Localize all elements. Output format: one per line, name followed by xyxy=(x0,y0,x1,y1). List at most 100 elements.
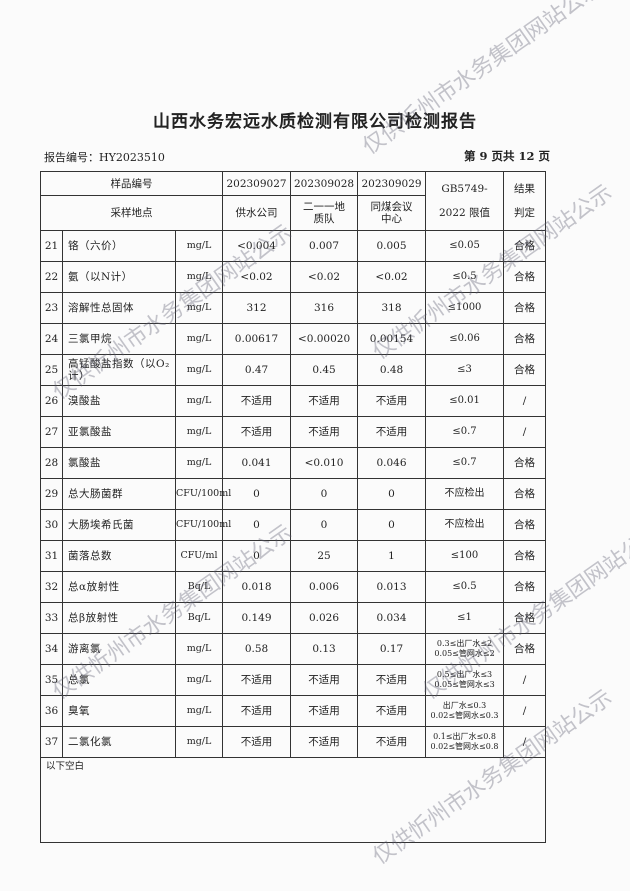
item-result: 合格 xyxy=(503,633,547,665)
item-value: <0.010 xyxy=(290,447,359,479)
item-name: 菌落总数 xyxy=(62,540,176,572)
standard-line2: 0.02≤管网水≤0.3 xyxy=(430,711,499,720)
site: 同煤会议中心 xyxy=(357,195,427,231)
item-value: 0.006 xyxy=(290,571,359,603)
item-standard: ≤0.01 xyxy=(425,385,505,417)
item-standard: 0.1≤出厂水≤0.8 0.02≤管网水≤0.8 xyxy=(425,726,505,758)
item-unit: mg/L xyxy=(174,385,224,417)
sample-no: 202309028 xyxy=(290,171,359,196)
table-row: 30 大肠埃希氏菌 CFU/100ml 0 0 0 不应检出 合格 xyxy=(40,509,547,541)
item-unit: CFU/ml xyxy=(174,540,224,572)
item-name: 臭氧 xyxy=(62,695,176,727)
item-standard: ≤1000 xyxy=(425,292,505,324)
std-header: GB5749- 2022 限值 xyxy=(425,171,505,231)
item-value: 0.47 xyxy=(222,354,292,386)
item-unit: CFU/100ml xyxy=(174,509,231,541)
table-row: 36 臭氧 mg/L 不适用 不适用 不适用 出厂水≤0.3 0.02≤管网水≤0.3/ xyxy=(40,695,547,727)
item-unit: mg/L xyxy=(174,664,224,696)
item-value: 不适用 xyxy=(357,416,427,448)
item-result: 合格 xyxy=(503,230,547,262)
item-unit: mg/L xyxy=(174,292,224,324)
item-name: 总氯 xyxy=(62,664,176,696)
item-standard: 不应检出 xyxy=(425,509,505,541)
item-standard: ≤0.5 xyxy=(425,571,505,603)
footer-row: 以下空白 xyxy=(39,757,547,843)
item-no: 27 xyxy=(40,416,63,448)
item-result: 合格 xyxy=(503,323,547,355)
item-no: 35 xyxy=(40,664,63,696)
item-no: 25 xyxy=(40,354,63,386)
item-no: 32 xyxy=(40,571,63,603)
item-value: 1 xyxy=(357,540,427,572)
item-result: 合格 xyxy=(503,509,547,541)
item-value: 不适用 xyxy=(357,726,427,758)
item-value: <0.02 xyxy=(222,261,292,293)
item-value: <0.004 xyxy=(222,230,292,262)
item-value: 0.018 xyxy=(222,571,292,603)
report-title: 山西水务宏远水质检测有限公司检测报告 xyxy=(153,112,477,132)
item-result: 合格 xyxy=(503,602,547,634)
item-unit: mg/L xyxy=(174,447,224,479)
item-result: 合格 xyxy=(503,261,547,293)
item-standard: ≤1 xyxy=(425,602,505,634)
item-unit: mg/L xyxy=(174,230,224,262)
table-row: 26 溴酸盐 mg/L 不适用 不适用 不适用 ≤0.01/ xyxy=(40,385,547,417)
item-value: 0.046 xyxy=(357,447,427,479)
item-value: 0.45 xyxy=(290,354,359,386)
item-value: <0.00020 xyxy=(290,323,359,355)
item-name: 总β放射性 xyxy=(62,602,176,634)
item-value: 不适用 xyxy=(222,416,292,448)
result-header-line2: 判定 xyxy=(514,207,536,219)
item-no: 33 xyxy=(40,602,63,634)
item-value: 0 xyxy=(357,478,427,510)
item-result: 合格 xyxy=(503,478,547,510)
standard-line2: 0.02≤管网水≤0.8 xyxy=(430,742,499,751)
item-value: 0.013 xyxy=(357,571,427,603)
item-value: 0.00154 xyxy=(357,323,427,355)
item-unit: mg/L xyxy=(174,416,224,448)
standard-line1: 0.5≤出厂水≤3 xyxy=(436,670,493,679)
item-result: / xyxy=(503,416,547,448)
table-row: 27 亚氯酸盐 mg/L 不适用 不适用 不适用 ≤0.7/ xyxy=(40,416,547,448)
item-unit: mg/L xyxy=(174,354,224,386)
item-unit: Bq/L xyxy=(174,571,224,603)
item-result: / xyxy=(503,385,547,417)
item-name: 氯酸盐 xyxy=(62,447,176,479)
table-row: 21 铬（六价） mg/L <0.004 0.007 0.005 ≤0.05 合格 xyxy=(40,230,547,262)
table-row: 34 游离氯 mg/L 0.58 0.13 0.17 0.3≤出厂水≤2 0.05≤管网水… xyxy=(40,633,547,665)
table-row: 29 总大肠菌群 CFU/100ml 0 0 0 不应检出 合格 xyxy=(40,478,547,510)
item-value: 0.58 xyxy=(222,633,292,665)
site: 二一一地质队 xyxy=(290,195,359,231)
item-no: 22 xyxy=(40,261,63,293)
item-unit: mg/L xyxy=(174,323,224,355)
item-no: 31 xyxy=(40,540,63,572)
table-row: 37 二氯化氯 mg/L 不适用 不适用 不适用 0.1≤出厂水≤0.8 0.02≤管网水… xyxy=(40,726,547,758)
table-row: 22 氨（以N计） mg/L <0.02 <0.02 <0.02 ≤0.5 合格 xyxy=(40,261,547,293)
item-value: 318 xyxy=(357,292,427,324)
item-value: 0.026 xyxy=(290,602,359,634)
item-standard: ≤0.7 xyxy=(425,447,505,479)
std-header-line1: GB5749- xyxy=(441,183,488,195)
item-value: <0.02 xyxy=(290,261,359,293)
report-number: 报告编号：HY2023510 xyxy=(44,151,165,164)
item-name: 高锰酸盐指数（以O₂计） xyxy=(62,354,176,386)
item-result: 合格 xyxy=(503,447,547,479)
item-value: 25 xyxy=(290,540,359,572)
header-row-sample: 样品编号 202309027 202309028 202309029 GB574… xyxy=(39,171,547,231)
sample-no: 202309029 xyxy=(357,171,427,196)
item-value: 312 xyxy=(222,292,292,324)
std-header-line2: 2022 限值 xyxy=(438,207,491,219)
footer-note: 以下空白 xyxy=(39,757,547,843)
site-label: 采样地点 xyxy=(39,195,224,231)
item-value: 0.149 xyxy=(222,602,292,634)
item-value: 0.00617 xyxy=(222,323,292,355)
item-result: 合格 xyxy=(503,571,547,603)
table-row: 31 菌落总数 CFU/ml 0 25 1 ≤100 合格 xyxy=(40,540,547,572)
item-value: 0.17 xyxy=(357,633,427,665)
item-value: 不适用 xyxy=(290,385,359,417)
standard-line2: 0.05≤管网水≤3 xyxy=(434,680,495,689)
item-value: 0.041 xyxy=(222,447,292,479)
results-table: 样品编号 202309027 202309028 202309029 GB574… xyxy=(39,171,547,843)
item-result: 合格 xyxy=(503,292,547,324)
